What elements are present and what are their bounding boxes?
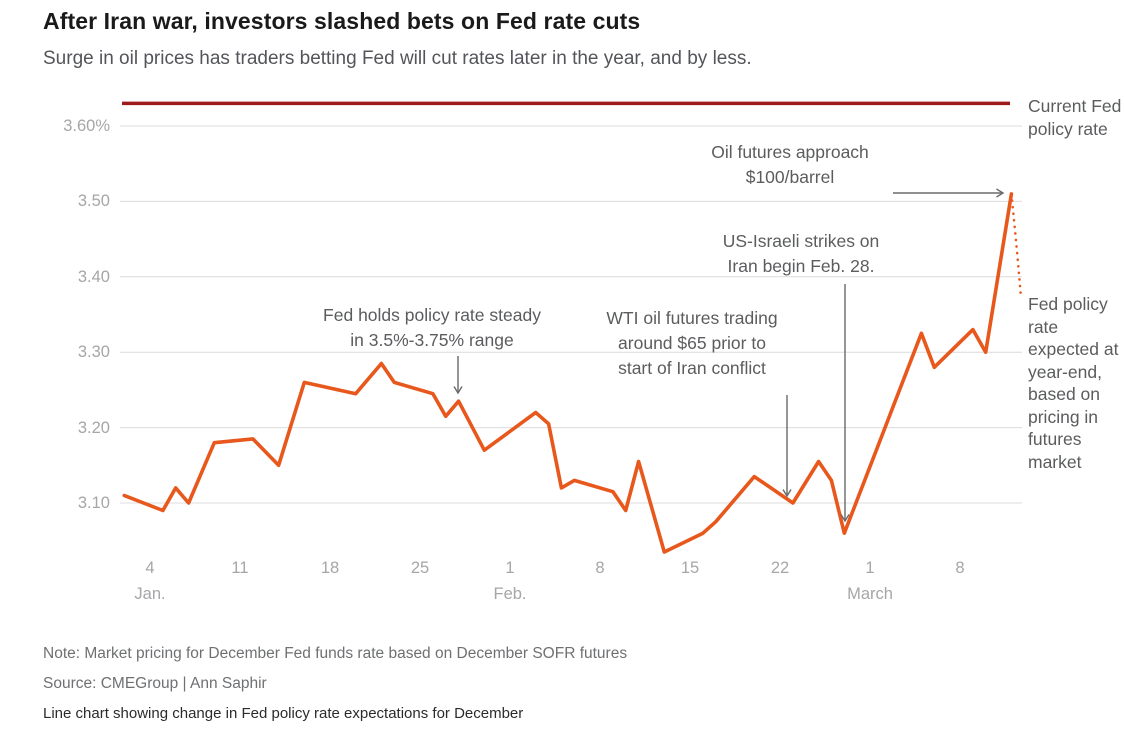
x-axis-label: 15 (680, 559, 700, 577)
y-axis-label: 3.30 (77, 343, 110, 362)
page-title: After Iran war, investors slashed bets o… (43, 8, 641, 34)
projection-dotted-line (1010, 192, 1023, 300)
x-axis-label: 8 (955, 559, 965, 577)
x-axis-label: 8 (595, 559, 605, 577)
page-subtitle: Surge in oil prices has traders betting … (43, 48, 752, 69)
x-axis-label: 11 (231, 559, 249, 577)
label-expected-rate: Fed policy rate expected at year-end, ba… (1028, 294, 1119, 472)
expected-rate-line (122, 192, 1014, 554)
x-axis-label: 18 (320, 559, 340, 577)
y-axis-label: 3.40 (77, 267, 110, 286)
annotation-us-israeli-strikes: US-Israeli strikes on Iran begin Feb. 28… (722, 231, 880, 276)
y-axis-label: 3.20 (77, 418, 110, 437)
x-axis-label: 1 (865, 559, 875, 577)
footer-source: Source: CMEGroup | Ann Saphir (43, 675, 267, 692)
footer-note: Note: Market pricing for December Fed fu… (43, 645, 628, 662)
x-axis-label: 25 (410, 559, 430, 577)
x-axis-month-label: Jan. (134, 585, 166, 603)
annotation-wti-oil: WTI oil futures trading around $65 prior… (606, 308, 778, 378)
x-axis-label: 1 (505, 559, 515, 577)
annotation-oil-futures: Oil futures approach $100/barrel (711, 142, 869, 187)
x-axis-label: 4 (145, 559, 155, 577)
x-axis-month-label: March (847, 585, 893, 603)
annotation-fed-holds: Fed holds policy rate steady in 3.5%-3.7… (323, 305, 541, 350)
label-current-fed-policy-rate: Current Fed policy rate (1028, 96, 1122, 139)
x-axis-month-label: Feb. (493, 585, 527, 603)
y-axis-label: 3.50 (77, 192, 110, 211)
y-axis-label: 3.60% (63, 117, 110, 135)
footer-caption: Line chart showing change in Fed policy … (43, 705, 524, 722)
y-axis-label: 3.10 (77, 494, 110, 512)
x-axis-label: 22 (770, 559, 790, 577)
